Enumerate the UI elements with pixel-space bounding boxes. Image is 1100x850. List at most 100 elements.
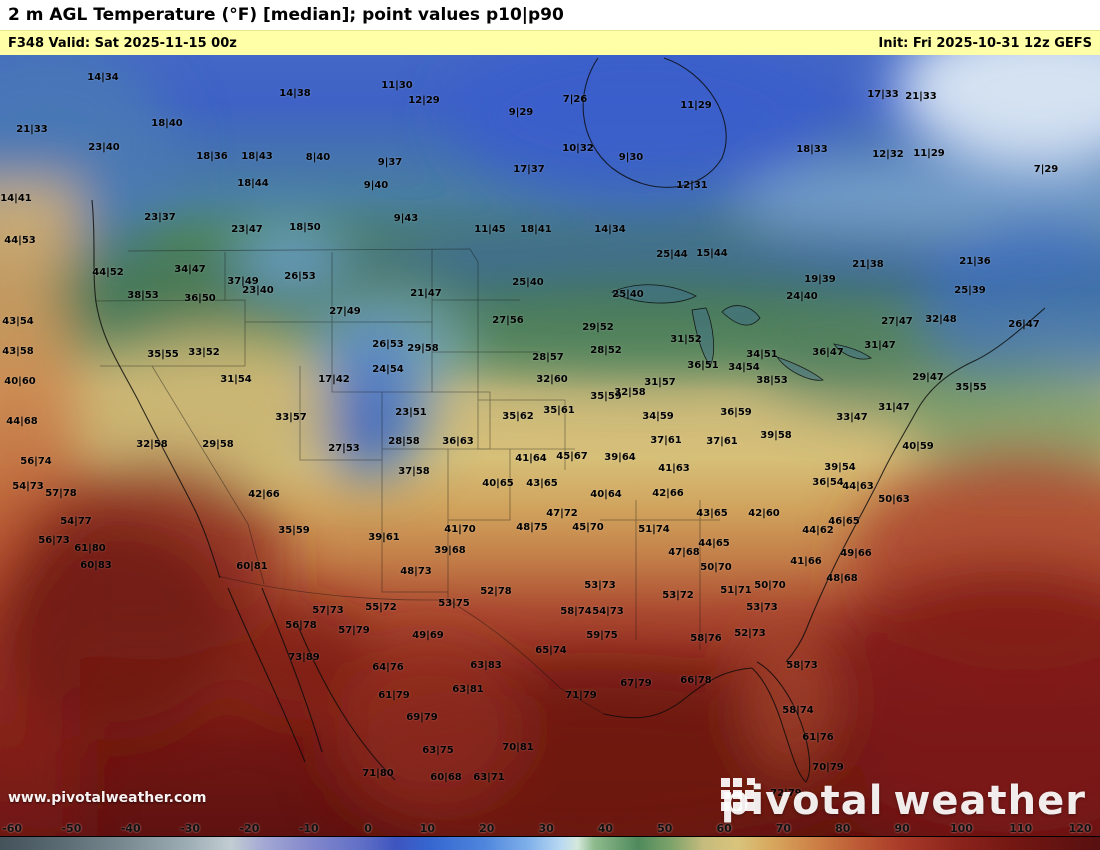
point-value: 14|34 [594,224,626,235]
point-value: 31|52 [670,334,702,345]
point-value: 31|57 [644,377,676,388]
point-value: 36|47 [812,347,844,358]
point-value: 32|58 [614,387,646,398]
point-value: 27|49 [329,306,361,317]
brand-word-pivotal: pivotal [720,778,884,824]
point-value: 17|37 [513,164,545,175]
point-value: 36|50 [184,293,216,304]
point-value: 55|72 [365,602,397,613]
point-value: 63|81 [452,684,484,695]
colorbar-tick: -60 [2,822,23,835]
colorbar-tick: 10 [419,822,436,835]
point-value: 28|57 [532,352,564,363]
point-value: 42|60 [748,508,780,519]
point-value: 36|59 [720,407,752,418]
point-value: 69|79 [406,712,438,723]
point-value: 52|73 [734,628,766,639]
point-value: 53|73 [584,580,616,591]
point-value: 25|39 [954,285,986,296]
point-value: 51|74 [638,524,670,535]
map-title: 2 m AGL Temperature (°F) [median]; point… [8,5,564,25]
point-value: 66|78 [680,675,712,686]
colorbar-tick: 80 [835,822,851,835]
colorbar-tick: -30 [180,822,201,835]
point-value: 41|66 [790,556,822,567]
point-value: 35|59 [590,391,622,402]
point-value: 64|76 [372,662,404,673]
colorbar-tick: 120 [1068,822,1092,835]
point-value: 36|63 [442,436,474,447]
point-value: 57|79 [338,625,370,636]
point-value: 44|53 [4,235,36,246]
point-value: 45|70 [572,522,604,533]
point-value: 58|74 [560,606,592,617]
point-value: 70|79 [812,762,844,773]
lakes [611,284,872,381]
point-value: 31|47 [878,402,910,413]
point-value: 18|41 [520,224,552,235]
point-value: 54|77 [60,516,92,527]
point-value: 41|64 [515,453,547,464]
point-value: 35|62 [502,411,534,422]
point-value: 29|58 [407,343,439,354]
point-value: 48|73 [400,566,432,577]
point-value: 48|68 [826,573,858,584]
coastlines [91,57,1046,783]
point-value: 53|72 [662,590,694,601]
point-value: 73|89 [288,652,320,663]
point-value: 72|79 [770,788,802,799]
point-value: 7|26 [562,94,588,105]
point-value: 18|43 [241,151,273,162]
point-value: 39|61 [368,532,400,543]
point-value: 9|43 [393,213,419,224]
point-value: 34|54 [728,362,760,373]
point-value: 43|65 [526,478,558,489]
point-value: 9|40 [363,180,389,191]
point-value: 26|47 [1008,319,1040,330]
forecast-valid-text: F348 Valid: Sat 2025-11-15 00z [8,35,237,51]
point-value: 44|52 [92,267,124,278]
point-value: 60|68 [430,772,462,783]
point-value: 60|83 [80,560,112,571]
point-value: 25|40 [612,289,644,300]
point-value: 21|33 [905,91,937,102]
point-value: 32|48 [925,314,957,325]
point-value: 12|29 [408,95,440,106]
colorbar-tick: -10 [298,822,319,835]
point-value: 63|71 [473,772,505,783]
colorbar-tick: 20 [479,822,495,835]
point-value: 41|63 [658,463,690,474]
point-value: 50|70 [754,580,786,591]
point-value: 56|78 [285,620,317,631]
point-value: 40|59 [902,441,934,452]
point-value: 71|80 [362,768,394,779]
point-value: 65|74 [535,645,567,656]
point-value: 28|58 [388,436,420,447]
point-value: 17|42 [318,374,350,385]
colorbar-tick: 70 [775,822,792,835]
point-value: 49|66 [840,548,872,559]
point-value: 33|47 [836,412,868,423]
point-value: 40|65 [482,478,514,489]
point-value: 34|51 [746,349,778,360]
point-value: 11|29 [680,100,712,111]
point-value: 21|33 [16,124,48,135]
point-value: 67|79 [620,678,652,689]
point-value: 43|54 [2,316,34,327]
point-value: 26|53 [284,271,316,282]
point-value: 14|34 [87,72,119,83]
point-value: 29|47 [912,372,944,383]
point-value: 52|78 [480,586,512,597]
point-value: 37|49 [227,276,259,287]
point-value: 23|47 [231,224,263,235]
point-value: 29|58 [202,439,234,450]
colorbar-tick: 110 [1009,822,1033,835]
point-value: 44|65 [698,538,730,549]
point-value: 39|54 [824,462,856,473]
point-value: 54|73 [12,481,44,492]
point-value: 23|37 [144,212,176,223]
point-value: 39|64 [604,452,636,463]
point-value: 49|69 [412,630,444,641]
